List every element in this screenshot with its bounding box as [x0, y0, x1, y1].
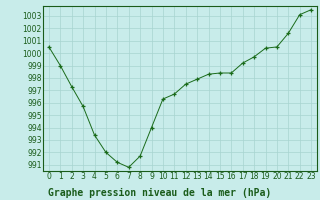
Text: Graphe pression niveau de la mer (hPa): Graphe pression niveau de la mer (hPa): [48, 188, 272, 198]
